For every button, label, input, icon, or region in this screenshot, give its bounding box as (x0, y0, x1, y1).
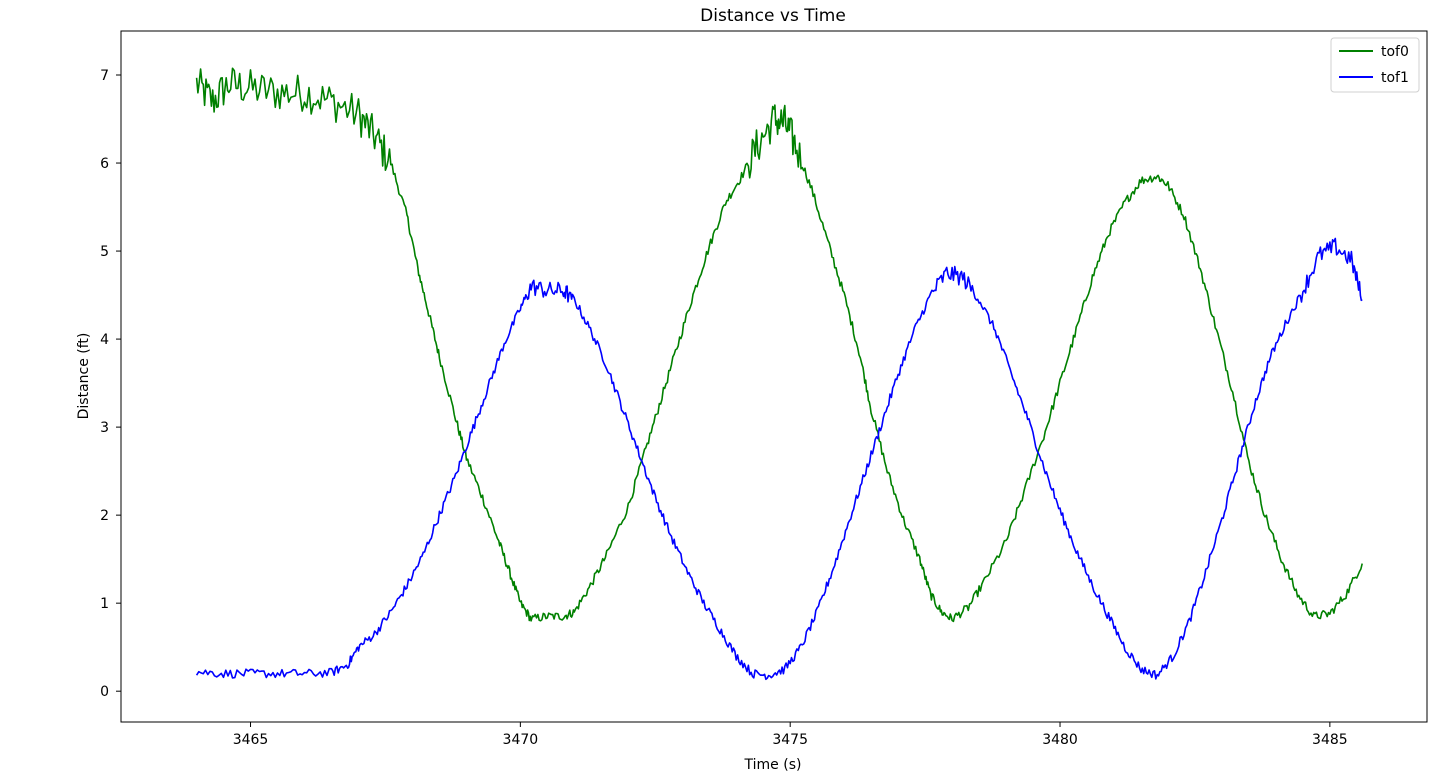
plot-frame (120, 30, 1428, 723)
x-tick-label: 3480 (1042, 732, 1078, 748)
plot-series (195, 67, 1363, 681)
legend-label-tof1: tof1 (1381, 70, 1409, 86)
y-tick-label: 5 (100, 244, 109, 260)
y-tick-label: 4 (100, 332, 109, 348)
x-tick-label: 3475 (772, 732, 808, 748)
x-axis: 3465 3470 3475 3480 3485 (233, 722, 1348, 748)
chart-title: Distance vs Time (700, 6, 846, 26)
y-tick-label: 1 (100, 596, 109, 612)
x-axis-label: Time (s) (744, 757, 802, 773)
y-axis-label: Distance (ft) (76, 333, 92, 420)
y-tick-label: 2 (100, 508, 109, 524)
legend-label-tof0: tof0 (1381, 44, 1409, 60)
y-tick-label: 0 (100, 684, 109, 700)
x-tick-label: 3465 (233, 732, 269, 748)
series-line-tof0 (195, 67, 1363, 623)
x-tick-label: 3485 (1312, 732, 1348, 748)
x-tick-label: 3470 (503, 732, 539, 748)
y-tick-label: 3 (100, 420, 109, 436)
y-tick-label: 7 (100, 68, 109, 84)
y-axis: 0 1 2 3 4 5 6 7 (100, 68, 121, 700)
series-line-tof1 (195, 237, 1363, 681)
y-tick-label: 6 (100, 156, 109, 172)
legend: tof0 tof1 (1330, 37, 1420, 93)
